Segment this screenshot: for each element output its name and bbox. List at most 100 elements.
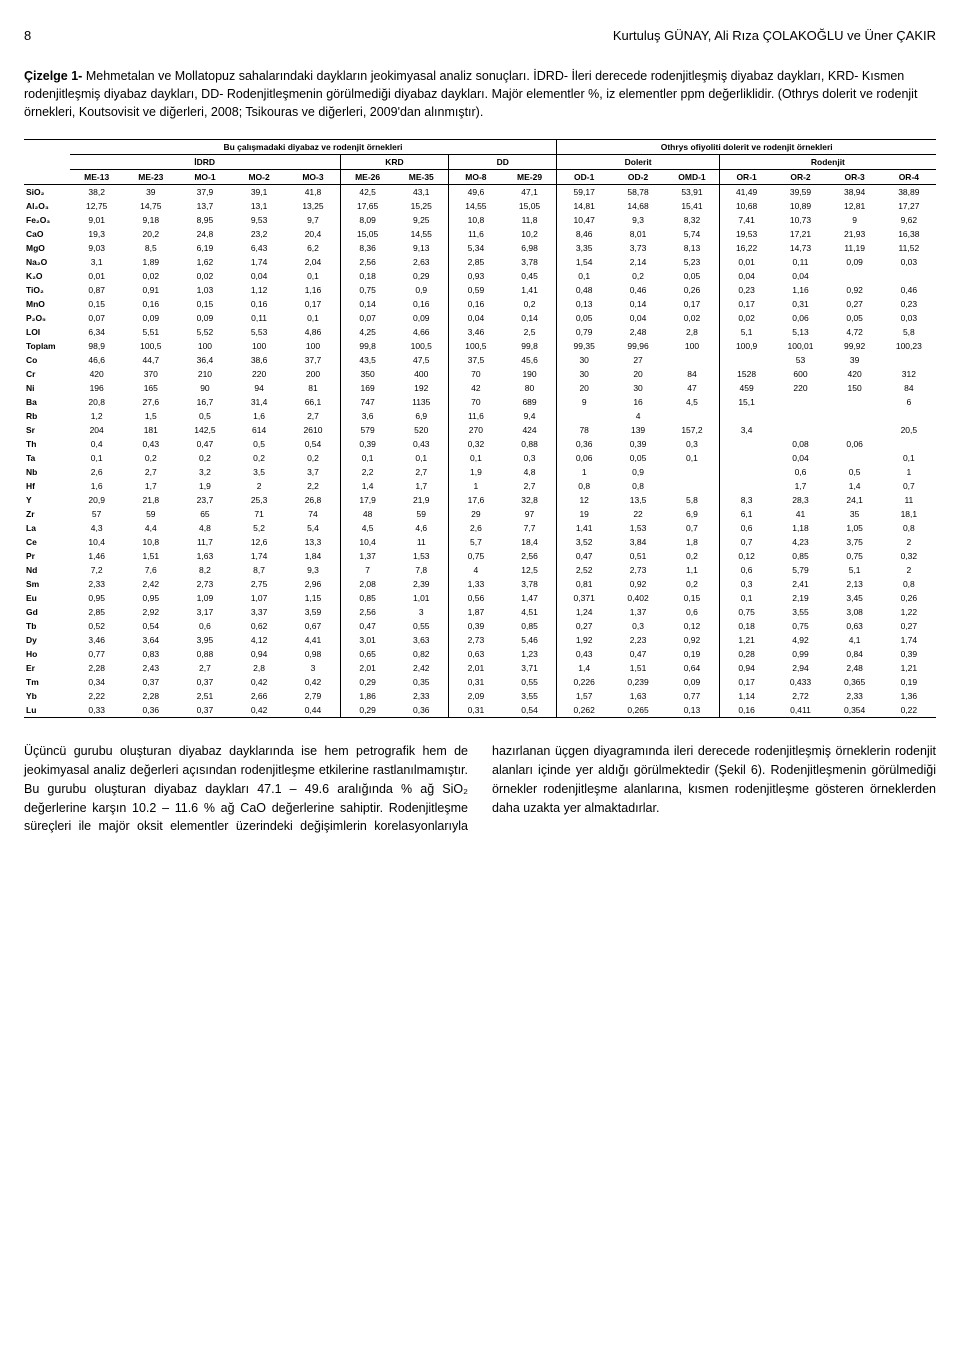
data-cell: 21,8 xyxy=(124,493,178,507)
data-cell: 2,19 xyxy=(773,591,827,605)
data-cell: 0,88 xyxy=(178,647,232,661)
column-header: OD-2 xyxy=(611,170,665,185)
row-label: Eu xyxy=(24,591,70,605)
data-cell: 8,7 xyxy=(232,563,286,577)
data-cell: 2,14 xyxy=(611,255,665,269)
data-cell: 53,91 xyxy=(665,185,719,200)
data-cell: 2,33 xyxy=(828,689,882,703)
data-cell: 4,41 xyxy=(286,633,340,647)
data-cell: 1,16 xyxy=(286,283,340,297)
data-cell: 0,09 xyxy=(394,311,448,325)
data-cell: 3,2 xyxy=(178,465,232,479)
data-cell: 2,7 xyxy=(286,409,340,423)
row-label: Nb xyxy=(24,465,70,479)
data-cell: 57 xyxy=(70,507,124,521)
data-cell: 1,07 xyxy=(232,591,286,605)
data-cell: 2,94 xyxy=(773,661,827,675)
row-label: Al₂O₃ xyxy=(24,199,70,213)
data-cell: 1,89 xyxy=(124,255,178,269)
data-cell: 3,59 xyxy=(286,605,340,619)
data-cell xyxy=(719,353,773,367)
data-cell: 2,7 xyxy=(394,465,448,479)
row-label: Ho xyxy=(24,647,70,661)
data-cell: 46,6 xyxy=(70,353,124,367)
subgroup-dolerit: Dolerit xyxy=(557,155,719,170)
data-cell: 41 xyxy=(773,507,827,521)
data-cell: 1,74 xyxy=(232,549,286,563)
row-label: K₂O xyxy=(24,269,70,283)
data-cell: 9,3 xyxy=(611,213,665,227)
data-cell: 8,36 xyxy=(340,241,394,255)
data-cell: 3,46 xyxy=(449,325,503,339)
data-cell: 0,5 xyxy=(178,409,232,423)
data-cell: 2,51 xyxy=(178,689,232,703)
data-cell: 0,3 xyxy=(665,437,719,451)
data-cell: 30 xyxy=(557,353,611,367)
data-cell: 1,57 xyxy=(557,689,611,703)
data-cell: 11,19 xyxy=(828,241,882,255)
data-cell: 19 xyxy=(557,507,611,521)
row-label: Sr xyxy=(24,423,70,437)
data-cell: 0,36 xyxy=(394,703,448,718)
data-cell: 19,3 xyxy=(70,227,124,241)
data-cell: 2,6 xyxy=(449,521,503,535)
data-cell: 0,2 xyxy=(232,451,286,465)
data-cell xyxy=(828,269,882,283)
data-cell: 0,1 xyxy=(286,311,340,325)
data-cell: 3 xyxy=(286,661,340,675)
data-cell xyxy=(557,409,611,423)
data-cell: 1,74 xyxy=(232,255,286,269)
data-cell: 38,89 xyxy=(882,185,936,200)
data-cell: 3,46 xyxy=(70,633,124,647)
data-cell: 41,49 xyxy=(719,185,773,200)
column-header: MO-1 xyxy=(178,170,232,185)
data-cell: 424 xyxy=(503,423,557,437)
data-cell: 7,7 xyxy=(503,521,557,535)
data-cell: 2,7 xyxy=(503,479,557,493)
data-cell: 0,27 xyxy=(882,619,936,633)
data-cell: 59 xyxy=(124,507,178,521)
data-cell: 0,239 xyxy=(611,675,665,689)
data-cell: 2,2 xyxy=(340,465,394,479)
data-cell: 11,52 xyxy=(882,241,936,255)
data-cell: 0,14 xyxy=(611,297,665,311)
data-cell: 169 xyxy=(340,381,394,395)
data-cell: 0,2 xyxy=(665,577,719,591)
data-cell: 1135 xyxy=(394,395,448,409)
data-cell: 0,11 xyxy=(773,255,827,269)
data-cell: 1,41 xyxy=(557,521,611,535)
data-cell: 0,46 xyxy=(882,283,936,297)
column-header: MO-3 xyxy=(286,170,340,185)
data-cell: 39 xyxy=(828,353,882,367)
data-cell: 3,73 xyxy=(611,241,665,255)
data-cell: 99,35 xyxy=(557,339,611,353)
data-cell: 0,1 xyxy=(557,269,611,283)
data-cell: 4,23 xyxy=(773,535,827,549)
data-cell: 0,51 xyxy=(611,549,665,563)
data-cell: 11,7 xyxy=(178,535,232,549)
data-cell: 39 xyxy=(124,185,178,200)
data-cell: 2,28 xyxy=(70,661,124,675)
data-cell: 0,04 xyxy=(449,311,503,325)
row-label: Ce xyxy=(24,535,70,549)
data-cell: 43,1 xyxy=(394,185,448,200)
data-cell: 7,8 xyxy=(394,563,448,577)
data-cell: 0,3 xyxy=(719,577,773,591)
data-cell: 16,22 xyxy=(719,241,773,255)
row-label: Toplam xyxy=(24,339,70,353)
data-cell: 0,1 xyxy=(882,451,936,465)
data-cell: 49,6 xyxy=(449,185,503,200)
data-cell: 0,19 xyxy=(882,675,936,689)
data-cell: 65 xyxy=(178,507,232,521)
data-cell: 4,12 xyxy=(232,633,286,647)
data-cell: 0,67 xyxy=(286,619,340,633)
data-cell: 1,12 xyxy=(232,283,286,297)
caption-lead: Çizelge 1- xyxy=(24,69,82,83)
column-header: MO-2 xyxy=(232,170,286,185)
data-cell: 1,4 xyxy=(557,661,611,675)
data-cell: 0,04 xyxy=(773,269,827,283)
data-cell: 100 xyxy=(178,339,232,353)
data-cell: 20,5 xyxy=(882,423,936,437)
data-cell: 0,05 xyxy=(828,311,882,325)
data-cell: 1,6 xyxy=(70,479,124,493)
